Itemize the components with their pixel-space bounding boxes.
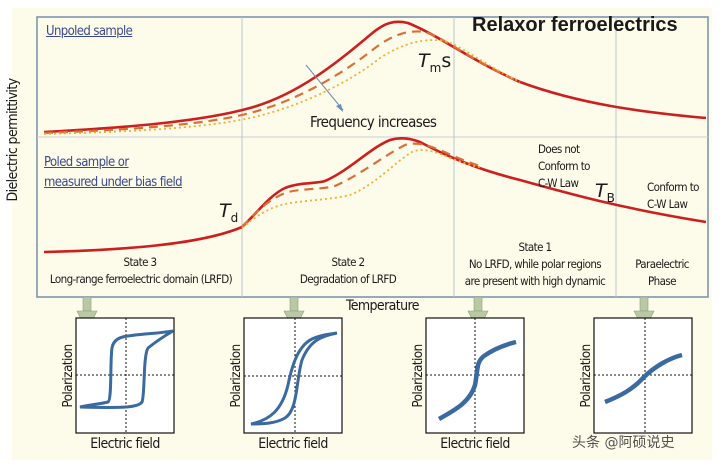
tb-subscript: B xyxy=(606,190,615,205)
paraelectric-line2: Phase xyxy=(648,274,677,288)
polarization-linear-curve xyxy=(604,352,683,405)
poled-sample-label-line1: Poled sample or xyxy=(44,155,129,170)
cw-not-conform-line1: Does not xyxy=(538,142,580,156)
loop-3-xlabel: Electric field xyxy=(440,436,510,452)
loop-1-ylabel: Polarization xyxy=(60,344,76,408)
cw-conform-line2: C-W Law xyxy=(647,197,688,211)
chart-title: Relaxor ferroelectrics xyxy=(472,14,678,36)
loop-panel-1 xyxy=(75,317,175,434)
unpoled-sample-label: Unpoled sample xyxy=(46,24,133,39)
cw-conform-line1: Conform to xyxy=(647,180,699,194)
state-2-title: State 2 xyxy=(331,255,365,269)
cw-not-conform-line3: C-W Law xyxy=(538,176,579,190)
poled-curve-high-frequency xyxy=(241,149,481,229)
frequency-annotation: Frequency increases xyxy=(310,113,437,131)
loop-panel-2 xyxy=(243,317,343,434)
td-symbol: T xyxy=(219,200,231,222)
tm-annotation: Tms xyxy=(418,50,451,75)
tb-annotation: TB xyxy=(595,180,615,205)
poled-curve-low-frequency xyxy=(43,136,707,254)
state-3-desc: Long-range ferroelectric domain (LRFD) xyxy=(49,272,233,286)
paraelectric-line1: Paraelectric xyxy=(635,257,689,271)
state-1-title: State 1 xyxy=(518,240,552,254)
poled-sample-label-line2: measured under bias field xyxy=(44,175,183,190)
unpoled-curve-mid-frequency xyxy=(43,30,521,135)
tm-symbol: T xyxy=(418,50,430,72)
x-axis-label: Temperature xyxy=(346,298,420,314)
y-axis-label: Dielectric permittivity xyxy=(5,78,21,202)
hysteresis-loop-slim xyxy=(250,331,338,426)
plot-frame xyxy=(36,16,709,298)
loop-4-ylabel: Polarization xyxy=(578,344,594,408)
unpoled-curve-low-frequency xyxy=(43,20,707,134)
loop-1-xlabel: Electric field xyxy=(90,436,160,452)
unpoled-curve-high-frequency xyxy=(43,39,521,135)
td-annotation: Td xyxy=(219,200,238,225)
tm-subscript: m xyxy=(429,60,442,75)
frequency-arrow xyxy=(305,64,344,111)
state-1-desc-line2: are present with high dynamic xyxy=(464,274,606,288)
hysteresis-loop-square xyxy=(79,329,174,409)
loop-3-ylabel: Polarization xyxy=(410,344,426,408)
poled-curve-mid-frequency xyxy=(241,142,481,228)
polarization-s-curve xyxy=(437,339,517,421)
loop-2-ylabel: Polarization xyxy=(228,344,244,408)
tm-suffix: s xyxy=(441,50,452,72)
state-1-desc-line1: No LRFD, while polar regions xyxy=(468,257,602,271)
loop-panel-3 xyxy=(425,317,525,434)
state-2-desc: Degradation of LRFD xyxy=(299,272,397,286)
tb-symbol: T xyxy=(595,180,607,202)
state-3-title: State 3 xyxy=(123,255,157,269)
td-subscript: d xyxy=(230,210,239,225)
watermark: 头条 @阿硕说史 xyxy=(572,435,675,451)
loop-2-xlabel: Electric field xyxy=(258,436,328,452)
frequency-arrow-head xyxy=(336,104,343,112)
cw-not-conform-line2: Conform to xyxy=(538,159,590,173)
loop-panel-4 xyxy=(593,317,693,434)
